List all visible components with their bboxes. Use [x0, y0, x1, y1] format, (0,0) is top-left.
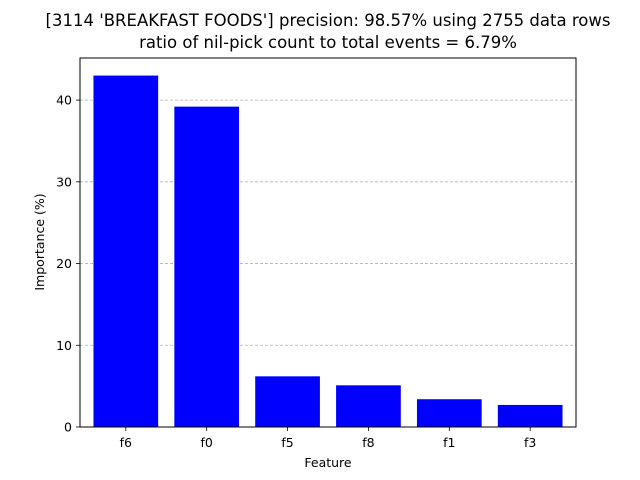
x-tick-label: f8: [362, 435, 374, 450]
bars: [93, 75, 563, 428]
chart-subtitle: ratio of nil-pick count to total events …: [139, 33, 517, 52]
chart-title: [3114 'BREAKFAST FOODS'] precision: 98.5…: [45, 11, 611, 30]
y-tick-label: 10: [56, 338, 72, 353]
y-tick-label: 30: [56, 174, 72, 189]
y-axis-label: Importance (%): [32, 193, 47, 290]
y-tick-label: 40: [56, 93, 72, 108]
bar-f8: [336, 385, 401, 427]
plot-frame: [79, 57, 577, 428]
x-tick-label: f5: [281, 435, 293, 450]
bar-f3: [497, 404, 563, 427]
y-axis-ticks: 0 10 20 30 40: [56, 93, 80, 435]
x-tick-label: f6: [120, 435, 132, 450]
x-axis-label: Feature: [304, 455, 352, 470]
y-tick-label: 20: [56, 256, 72, 271]
bar-f5: [255, 376, 320, 427]
x-tick-label: f3: [524, 435, 536, 450]
bar-f1: [416, 399, 482, 427]
grid-lines: [80, 99, 576, 346]
bar-f6: [93, 75, 159, 428]
y-tick-label: 0: [64, 420, 72, 435]
x-tick-label: f1: [443, 435, 455, 450]
x-tick-label: f0: [201, 435, 213, 450]
bar-f0: [174, 106, 240, 428]
x-axis-ticks: f6 f0 f5 f8 f1 f3: [120, 427, 536, 450]
